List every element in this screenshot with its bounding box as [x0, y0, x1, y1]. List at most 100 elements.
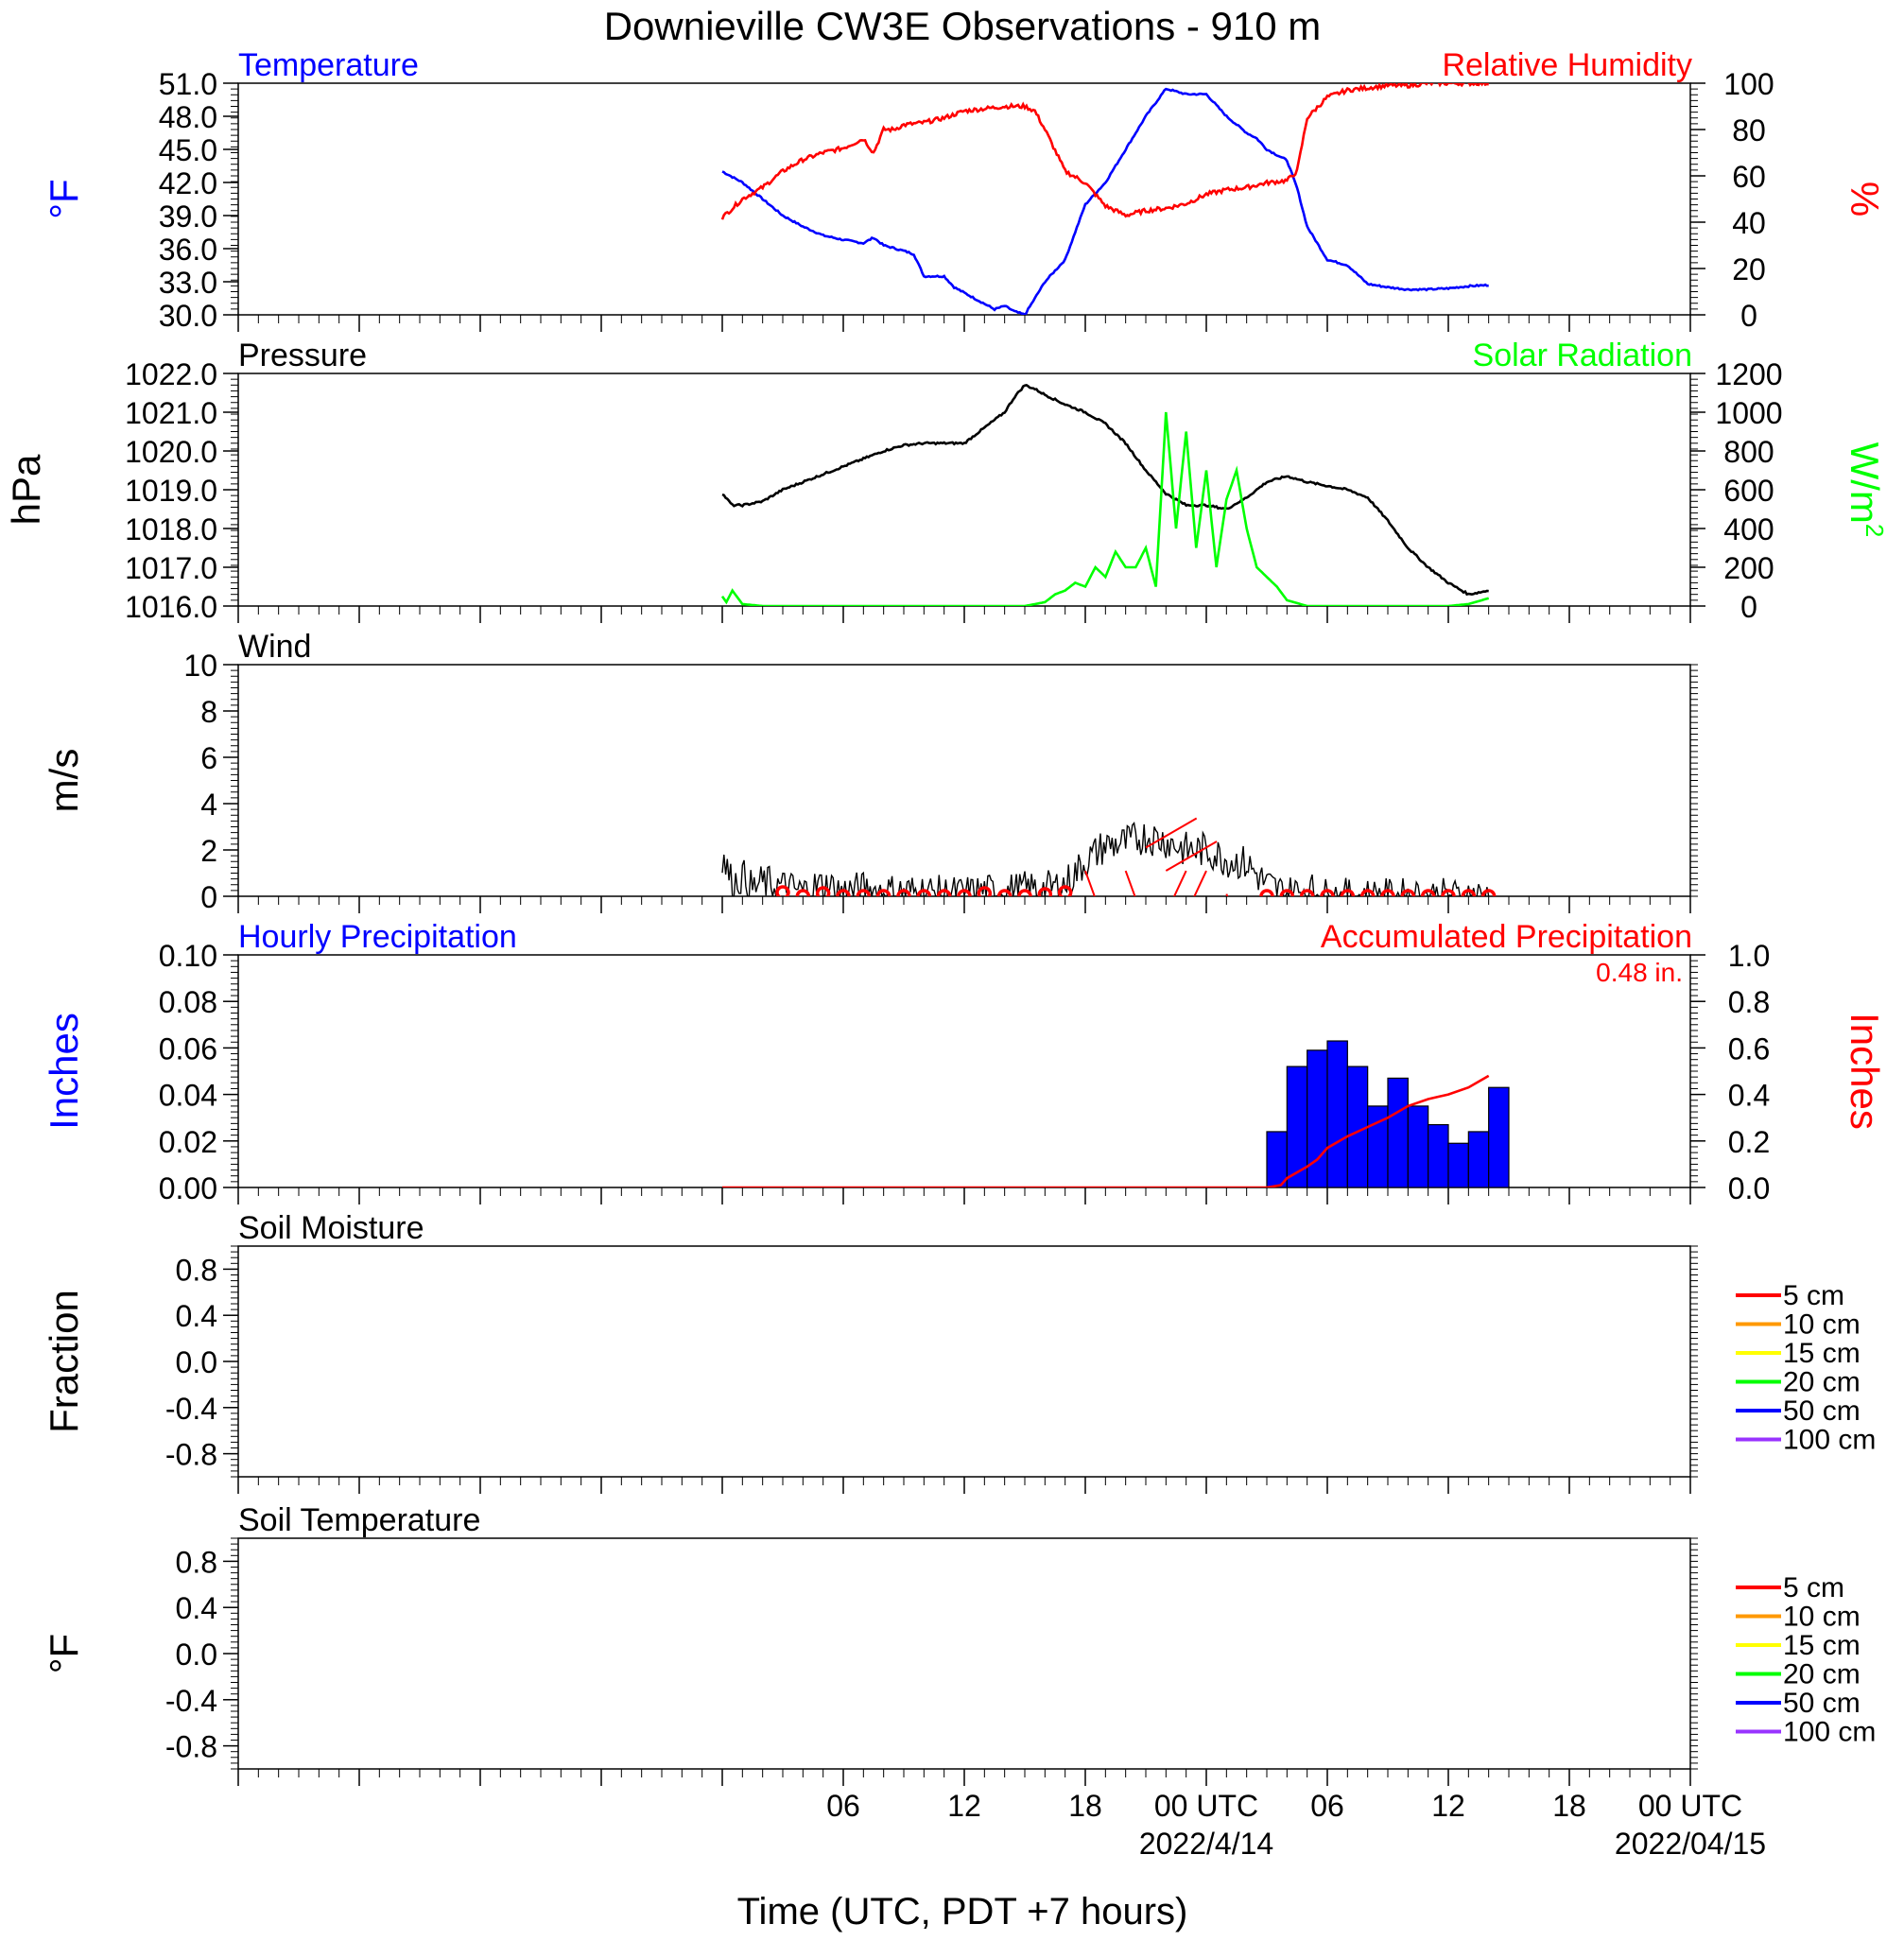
y-tick-label: 6 — [200, 741, 217, 775]
calm-wind-marker — [795, 889, 811, 896]
y-tick-label-right: 1.0 — [1728, 939, 1770, 973]
y-tick-label-right: 200 — [1723, 551, 1774, 585]
x-tick-label: 06 — [1310, 1789, 1344, 1823]
panels: 30.033.036.039.042.045.048.051.002040608… — [4, 47, 1889, 1786]
panel-frame — [237, 373, 1691, 607]
y-tick-label-right: 60 — [1732, 160, 1766, 194]
calm-wind-marker — [1480, 889, 1497, 896]
y-axis-label-left: m/s — [42, 749, 86, 813]
hourly-precip-bar — [1307, 1049, 1328, 1187]
calm-wind-marker — [1299, 889, 1315, 896]
calm-wind-marker — [1037, 887, 1053, 896]
hourly-precip-bar — [1467, 1131, 1490, 1187]
calm-wind-marker — [916, 889, 932, 896]
panel-title-left: Soil Moisture — [238, 1210, 424, 1246]
y-tick-label: 0.08 — [159, 985, 217, 1019]
series-temperature — [721, 87, 1489, 315]
y-tick-label-right: 0.6 — [1728, 1031, 1770, 1066]
calm-wind-marker — [957, 889, 972, 896]
y-tick-label-right: 100 — [1723, 67, 1774, 101]
y-tick-label-right: 600 — [1723, 474, 1774, 508]
legend-label: 20 cm — [1783, 1367, 1861, 1398]
calm-wind-marker — [1259, 889, 1274, 896]
y-tick-label-right: 20 — [1732, 252, 1766, 286]
y-tick-label: 42.0 — [159, 166, 217, 200]
calm-wind-marker — [1400, 889, 1416, 896]
y-tick-label-right: 0.8 — [1728, 985, 1770, 1019]
panel-title-left: Temperature — [238, 47, 419, 83]
y-tick-label: 0.0 — [176, 1345, 217, 1379]
x-tick-label: 18 — [1068, 1789, 1102, 1823]
accumulated-precip-line — [722, 1074, 1490, 1187]
y-tick-label: 10 — [183, 649, 217, 683]
panel-soil_moisture: -0.8 -0.4 0.0 0.4 0.8 Soil Moisture Fraction 5 … — [42, 1210, 1876, 1494]
y-tick-label: 51.0 — [159, 67, 217, 101]
x-tick-label: 00 UTC — [1638, 1789, 1742, 1823]
y-tick-label: 1021.0 — [125, 396, 217, 430]
y-tick-label: 1017.0 — [125, 551, 217, 585]
legend-label: 15 cm — [1783, 1630, 1861, 1661]
legend-label: 5 cm — [1783, 1572, 1844, 1603]
y-tick-label: 1016.0 — [125, 590, 217, 624]
y-tick-label: 0.00 — [159, 1171, 217, 1205]
series-pressure — [721, 384, 1489, 597]
y-tick-label: 39.0 — [159, 199, 217, 234]
y-tick-label-right: 0 — [1740, 590, 1757, 624]
y-tick-label: 0 — [200, 880, 217, 914]
wind-barb — [1225, 893, 1229, 896]
y-tick-label: 45.0 — [159, 133, 217, 167]
panel-title-right: Solar Radiation — [1473, 338, 1692, 373]
panel-precip: 0.00 0.02 0.04 0.06 0.08 0.10 0.0 0.2 0.4 0.6 0.8 1… — [42, 919, 1887, 1205]
y-tick-label-right: 0.2 — [1728, 1125, 1770, 1159]
legend-label: 20 cm — [1783, 1659, 1861, 1690]
hourly-precip-bar — [1387, 1077, 1409, 1187]
calm-wind-marker — [1340, 889, 1356, 896]
y-tick-label: 1022.0 — [125, 357, 217, 391]
y-tick-label-right: 0.0 — [1728, 1171, 1770, 1205]
y-tick-label: 0.06 — [159, 1031, 217, 1066]
y-tick-label: 33.0 — [159, 266, 217, 300]
y-tick-label-right: 0 — [1740, 299, 1757, 333]
panel-frame — [237, 1537, 1691, 1770]
calm-wind-marker — [1441, 889, 1456, 896]
y-tick-label: 0.10 — [159, 939, 217, 973]
y-tick-label: 8 — [200, 695, 217, 729]
calm-wind-marker — [1380, 889, 1395, 896]
wind-barb — [1193, 870, 1207, 896]
calm-wind-marker — [896, 889, 911, 896]
x-tick-label: 12 — [947, 1789, 981, 1823]
panel-title-left: Wind — [238, 629, 311, 665]
y-tick-label-right: 40 — [1732, 206, 1766, 240]
y-tick-label-right: 1200 — [1715, 357, 1782, 391]
y-axis-label-sup: 2 — [1861, 524, 1889, 537]
y-tick-label: 0.02 — [159, 1125, 217, 1159]
hourly-precip-bar — [1447, 1142, 1469, 1187]
y-axis-label-left: °F — [42, 1634, 86, 1673]
y-axis-label-right: W/m2 — [1843, 442, 1889, 538]
x-tick-sublabel: 2022/04/15 — [1615, 1827, 1766, 1861]
legend-label: 5 cm — [1783, 1280, 1844, 1311]
legend-label: 15 cm — [1783, 1338, 1861, 1369]
y-axis-label-left: hPa — [4, 454, 48, 525]
y-tick-label: 1018.0 — [125, 512, 217, 546]
wind-barb — [1172, 870, 1187, 896]
x-tick-label: 12 — [1431, 1789, 1465, 1823]
calm-wind-marker — [1461, 889, 1477, 896]
accumulated-total-label: 0.48 in. — [1596, 958, 1683, 987]
calm-wind-marker — [1017, 889, 1032, 896]
y-tick-label: 30.0 — [159, 299, 217, 333]
y-axis-label-left: Inches — [42, 1013, 86, 1130]
chart-title: Downieville CW3E Observations - 910 m — [604, 4, 1322, 48]
y-tick-label: 0.04 — [159, 1079, 217, 1113]
y-tick-label-right: 80 — [1732, 113, 1766, 147]
legend-label: 50 cm — [1783, 1395, 1861, 1427]
y-tick-label: -0.8 — [165, 1730, 217, 1764]
panel-frame — [237, 1245, 1691, 1478]
plot-area — [720, 83, 1489, 315]
hourly-precip-bar — [1326, 1040, 1348, 1187]
panel-frame — [237, 82, 1691, 316]
hourly-precip-bar — [1266, 1131, 1288, 1187]
series-solar-radiation — [720, 411, 1490, 606]
y-tick-label-right: 1000 — [1715, 396, 1782, 430]
wind-barb — [1165, 841, 1218, 872]
